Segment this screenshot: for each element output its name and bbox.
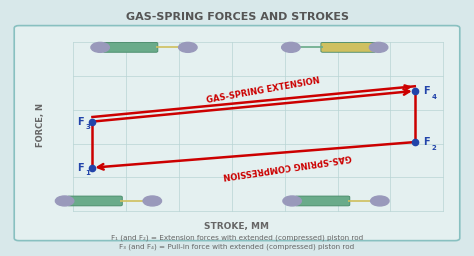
FancyBboxPatch shape: [321, 42, 376, 52]
Text: F₁ (and F₂) = Extension forces with extended (compressed) piston rod: F₁ (and F₂) = Extension forces with exte…: [111, 234, 363, 241]
Circle shape: [283, 196, 301, 206]
Circle shape: [91, 42, 109, 52]
FancyBboxPatch shape: [14, 26, 460, 241]
Text: GAS-SPRING FORCES AND STROKES: GAS-SPRING FORCES AND STROKES: [126, 12, 348, 22]
FancyBboxPatch shape: [67, 196, 122, 206]
Circle shape: [282, 42, 300, 52]
Text: 4: 4: [431, 93, 437, 100]
Circle shape: [371, 196, 389, 206]
Text: F: F: [77, 163, 84, 173]
Circle shape: [369, 42, 388, 52]
Text: GAS-SPRING EXTENSION: GAS-SPRING EXTENSION: [206, 76, 320, 104]
Text: F: F: [423, 86, 430, 96]
FancyBboxPatch shape: [103, 42, 158, 52]
Text: FORCE, N: FORCE, N: [36, 103, 45, 147]
Circle shape: [55, 196, 74, 206]
Text: F: F: [77, 116, 84, 127]
Text: STROKE, MM: STROKE, MM: [204, 222, 270, 231]
Circle shape: [143, 196, 162, 206]
Text: GAS-SPRING COMPRESSION: GAS-SPRING COMPRESSION: [222, 153, 352, 180]
FancyBboxPatch shape: [295, 196, 350, 206]
Text: 3: 3: [85, 124, 90, 130]
Circle shape: [179, 42, 197, 52]
Text: 1: 1: [85, 170, 90, 176]
Text: 2: 2: [431, 145, 436, 151]
Text: F₃ (and F₄) = Pull-in force with extended (compressed) piston rod: F₃ (and F₄) = Pull-in force with extende…: [119, 243, 355, 250]
Text: F: F: [423, 137, 430, 147]
